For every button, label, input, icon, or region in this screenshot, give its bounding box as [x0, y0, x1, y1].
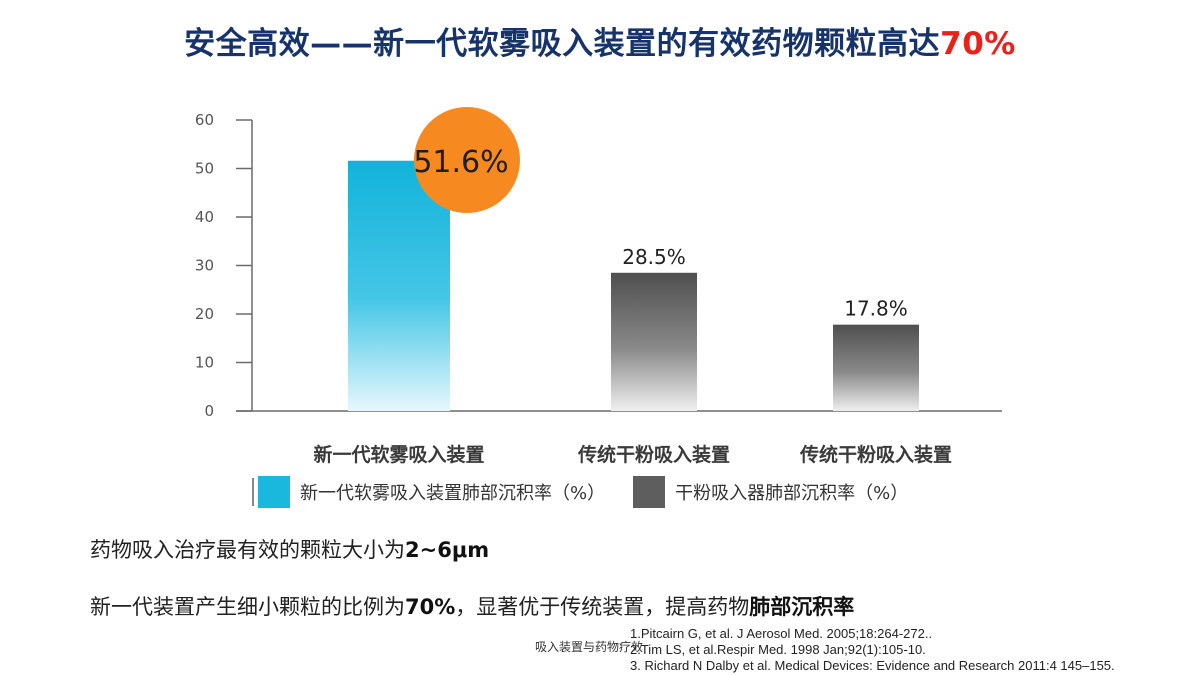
y-tick-label: 0: [204, 402, 214, 420]
reference-1: 1.Pitcairn G, et al. J Aerosol Med. 2005…: [630, 626, 933, 641]
y-tick-label: 10: [195, 354, 214, 372]
legend-item-dry-powder: 干粉吸入器肺部沉积率（%）: [633, 476, 908, 508]
y-tick-label: 40: [195, 208, 214, 226]
value-label-1: 51.6%: [413, 145, 508, 180]
note1-text: 药物吸入治疗最有效的颗粒大小为: [90, 538, 405, 562]
x-category-label-1: 新一代软雾吸入装置: [313, 443, 484, 466]
y-tick-label: 50: [195, 160, 214, 178]
y-tick-label: 30: [195, 257, 214, 275]
legend-label-soft-mist: 新一代软雾吸入装置肺部沉积率（%）: [300, 483, 606, 504]
title-accent: 70%: [940, 26, 1016, 62]
bar-3: [833, 324, 919, 411]
note2-text: 新一代装置产生细小颗粒的比例为: [90, 595, 405, 619]
legend-label-dry-powder: 干粉吸入器肺部沉积率（%）: [675, 483, 909, 504]
value-label-2: 28.5%: [622, 245, 686, 269]
legend-swatch-soft-mist: [258, 476, 290, 508]
bars: [348, 160, 919, 411]
note2-bold-percent: 70%: [405, 595, 456, 619]
overlay-caption: 吸入装置与药物疗效: [535, 640, 644, 654]
note1-bold: 2~6μm: [405, 538, 490, 562]
legend-item-soft-mist: 新一代软雾吸入装置肺部沉积率（%）: [258, 476, 605, 508]
highlight-circle: [414, 107, 520, 213]
x-category-label-2: 传统干粉吸入装置: [577, 443, 730, 466]
value-label-3: 17.8%: [844, 297, 908, 321]
reference-2: 2.Tim LS, et al.Respir Med. 1998 Jan;92(…: [630, 642, 926, 657]
note2-middle: ，显著优于传统装置，提高药物: [455, 595, 750, 619]
legend-swatch-dry-powder: [633, 476, 666, 508]
y-tick-label: 60: [195, 111, 214, 129]
page-title: 安全高效——新一代软雾吸入装置的有效药物颗粒高达70%: [0, 18, 1200, 63]
references: 1.Pitcairn G, et al. J Aerosol Med. 2005…: [630, 626, 1115, 674]
y-tick-label: 20: [195, 305, 214, 323]
legend-divider: [252, 478, 254, 506]
x-category-label-3: 传统干粉吸入装置: [799, 443, 952, 466]
note-fine-particle-ratio: 新一代装置产生细小颗粒的比例为70%，显著优于传统装置，提高药物肺部沉积率: [90, 591, 854, 621]
bar-2: [611, 272, 697, 411]
note2-bold-deposition: 肺部沉积率: [749, 595, 855, 619]
y-ticks: 0 10 20 30 40 50 60: [195, 111, 252, 420]
x-labels: 新一代软雾吸入装置 传统干粉吸入装置 传统干粉吸入装置: [313, 443, 952, 466]
note-particle-size: 药物吸入治疗最有效的颗粒大小为2~6μm: [90, 534, 489, 564]
title-main: 安全高效——新一代软雾吸入装置的有效药物颗粒高达: [184, 26, 941, 62]
reference-3: 3. Richard N Dalby et al. Medical Device…: [630, 658, 1115, 673]
legend: 新一代软雾吸入装置肺部沉积率（%） 干粉吸入器肺部沉积率（%）: [252, 474, 908, 510]
value-labels: 51.6% 28.5% 17.8%: [413, 107, 908, 321]
bar-1: [348, 160, 450, 411]
